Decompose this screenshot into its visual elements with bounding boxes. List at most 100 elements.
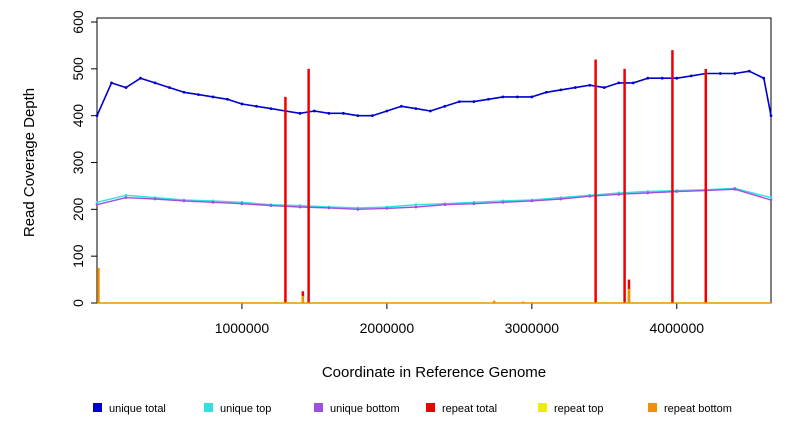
legend-swatch <box>538 403 547 412</box>
legend-label: unique bottom <box>330 403 400 415</box>
series-unique-top-point <box>95 200 99 204</box>
series-unique-total-point <box>501 95 505 99</box>
series-unique-bottom-point <box>95 203 99 207</box>
series-unique-total-point <box>182 90 186 94</box>
series-unique-total-point <box>226 97 229 101</box>
series-unique-top-point <box>414 203 418 207</box>
legend: unique total unique top unique bottom repea… <box>93 403 732 415</box>
series-unique-bottom-point <box>472 202 476 206</box>
series-unique-bottom-point <box>182 199 186 203</box>
legend-label: unique total <box>109 403 166 415</box>
series-unique-bottom-line <box>96 188 772 210</box>
y-tick-label: 100 <box>70 244 86 268</box>
series-unique-total-point <box>356 114 360 118</box>
series-unique-total-point <box>769 114 773 118</box>
series-unique-total-point <box>472 100 476 104</box>
series-unique-total-point <box>762 76 766 80</box>
series-unique-total-point <box>718 72 722 75</box>
series-unique-top-point <box>769 196 773 200</box>
series-unique-total-point <box>660 76 664 80</box>
series-unique-total-point <box>327 111 331 115</box>
series-unique-top-point <box>124 193 128 197</box>
series-unique-total-point <box>515 95 519 99</box>
series-unique-total-point <box>255 104 258 108</box>
legend-label: repeat bottom <box>664 403 732 415</box>
series-unique-bottom-point <box>646 191 650 195</box>
series-unique-total-point <box>631 81 635 85</box>
y-tick-label: 400 <box>70 104 86 128</box>
series-unique-total-point <box>313 109 316 113</box>
series-unique-total-point <box>617 81 621 85</box>
series-unique-total-point <box>530 95 534 99</box>
series-unique-total-point <box>443 104 447 108</box>
legend-swatch <box>426 403 435 412</box>
series-unique-total-point <box>689 74 693 78</box>
series-unique-bottom-point <box>443 203 447 207</box>
x-tick-label: 4000000 <box>650 320 705 336</box>
series-unique-total-point <box>747 69 751 73</box>
series-unique-bottom-point <box>769 198 773 202</box>
series-unique-bottom-point <box>733 187 737 191</box>
series-unique-total-point <box>588 83 592 87</box>
legend-swatch <box>93 403 102 412</box>
plot-area <box>95 50 773 304</box>
series-unique-total-point <box>197 93 200 96</box>
series-unique-total-point <box>646 76 650 80</box>
legend-swatch <box>204 403 213 412</box>
series-unique-total-point <box>153 81 157 85</box>
series-unique-total-point <box>342 111 345 115</box>
y-tick-label: 200 <box>70 197 86 221</box>
series-unique-total-point <box>414 107 418 111</box>
series-unique-total-point <box>457 100 461 104</box>
series-unique-total-point <box>486 97 490 101</box>
series-unique-bottom-point <box>414 205 418 209</box>
legend-label: repeat top <box>554 403 604 415</box>
series-unique-bottom-point <box>211 200 215 204</box>
series-unique-bottom-point <box>240 202 244 206</box>
x-tick-label: 2000000 <box>360 320 415 336</box>
series-unique-total-point <box>240 102 244 106</box>
series-unique-total-point <box>559 88 563 92</box>
series-unique-total-point <box>95 114 99 118</box>
series-unique-total-point <box>298 111 302 115</box>
legend-label: unique top <box>220 403 271 415</box>
y-tick-label: 500 <box>70 57 86 81</box>
series-unique-bottom-point <box>356 207 360 211</box>
axes: 0 100 200 300 400 500 600 1000000 2000000 3000000… <box>21 10 772 381</box>
series-unique-total-point <box>168 86 171 89</box>
series-unique-total-point <box>211 95 215 99</box>
series-unique-bottom-point <box>530 199 534 203</box>
y-tick-label: 600 <box>70 10 86 34</box>
y-tick-label: 0 <box>70 299 86 307</box>
legend-label: repeat total <box>442 403 497 415</box>
legend-swatch <box>648 403 657 412</box>
series-unique-total-point <box>733 72 737 75</box>
series-unique-total-point <box>269 107 273 111</box>
series-unique-bottom-point <box>385 206 389 210</box>
series-unique-total-point <box>139 76 142 80</box>
series-unique-total-point <box>602 86 606 89</box>
series-unique-bottom-point <box>153 197 157 201</box>
plot-frame <box>96 17 772 304</box>
y-axis-title: Read Coverage Depth <box>21 88 38 237</box>
series-unique-total-line <box>96 70 772 117</box>
series-unique-bottom-point <box>559 197 563 201</box>
series-unique-bottom-point <box>675 190 679 193</box>
series-unique-bottom-point <box>298 205 302 209</box>
series-unique-total-point <box>399 104 403 108</box>
series-unique-total-point <box>385 109 389 113</box>
series-unique-total-point <box>124 86 128 89</box>
series-unique-total-point <box>110 81 113 85</box>
series-unique-total-point <box>370 114 374 118</box>
legend-swatch <box>314 403 323 412</box>
x-axis-title: Coordinate in Reference Genome <box>322 364 546 381</box>
series-unique-bottom-point <box>588 194 592 198</box>
series-unique-bottom-point <box>617 192 621 196</box>
x-tick-label: 1000000 <box>215 320 270 336</box>
series-unique-total-point <box>675 76 679 80</box>
series-unique-total-point <box>544 90 548 94</box>
series-unique-total-point <box>573 86 577 89</box>
series-unique-total-point <box>428 109 432 113</box>
series-unique-bottom-point <box>501 200 505 204</box>
